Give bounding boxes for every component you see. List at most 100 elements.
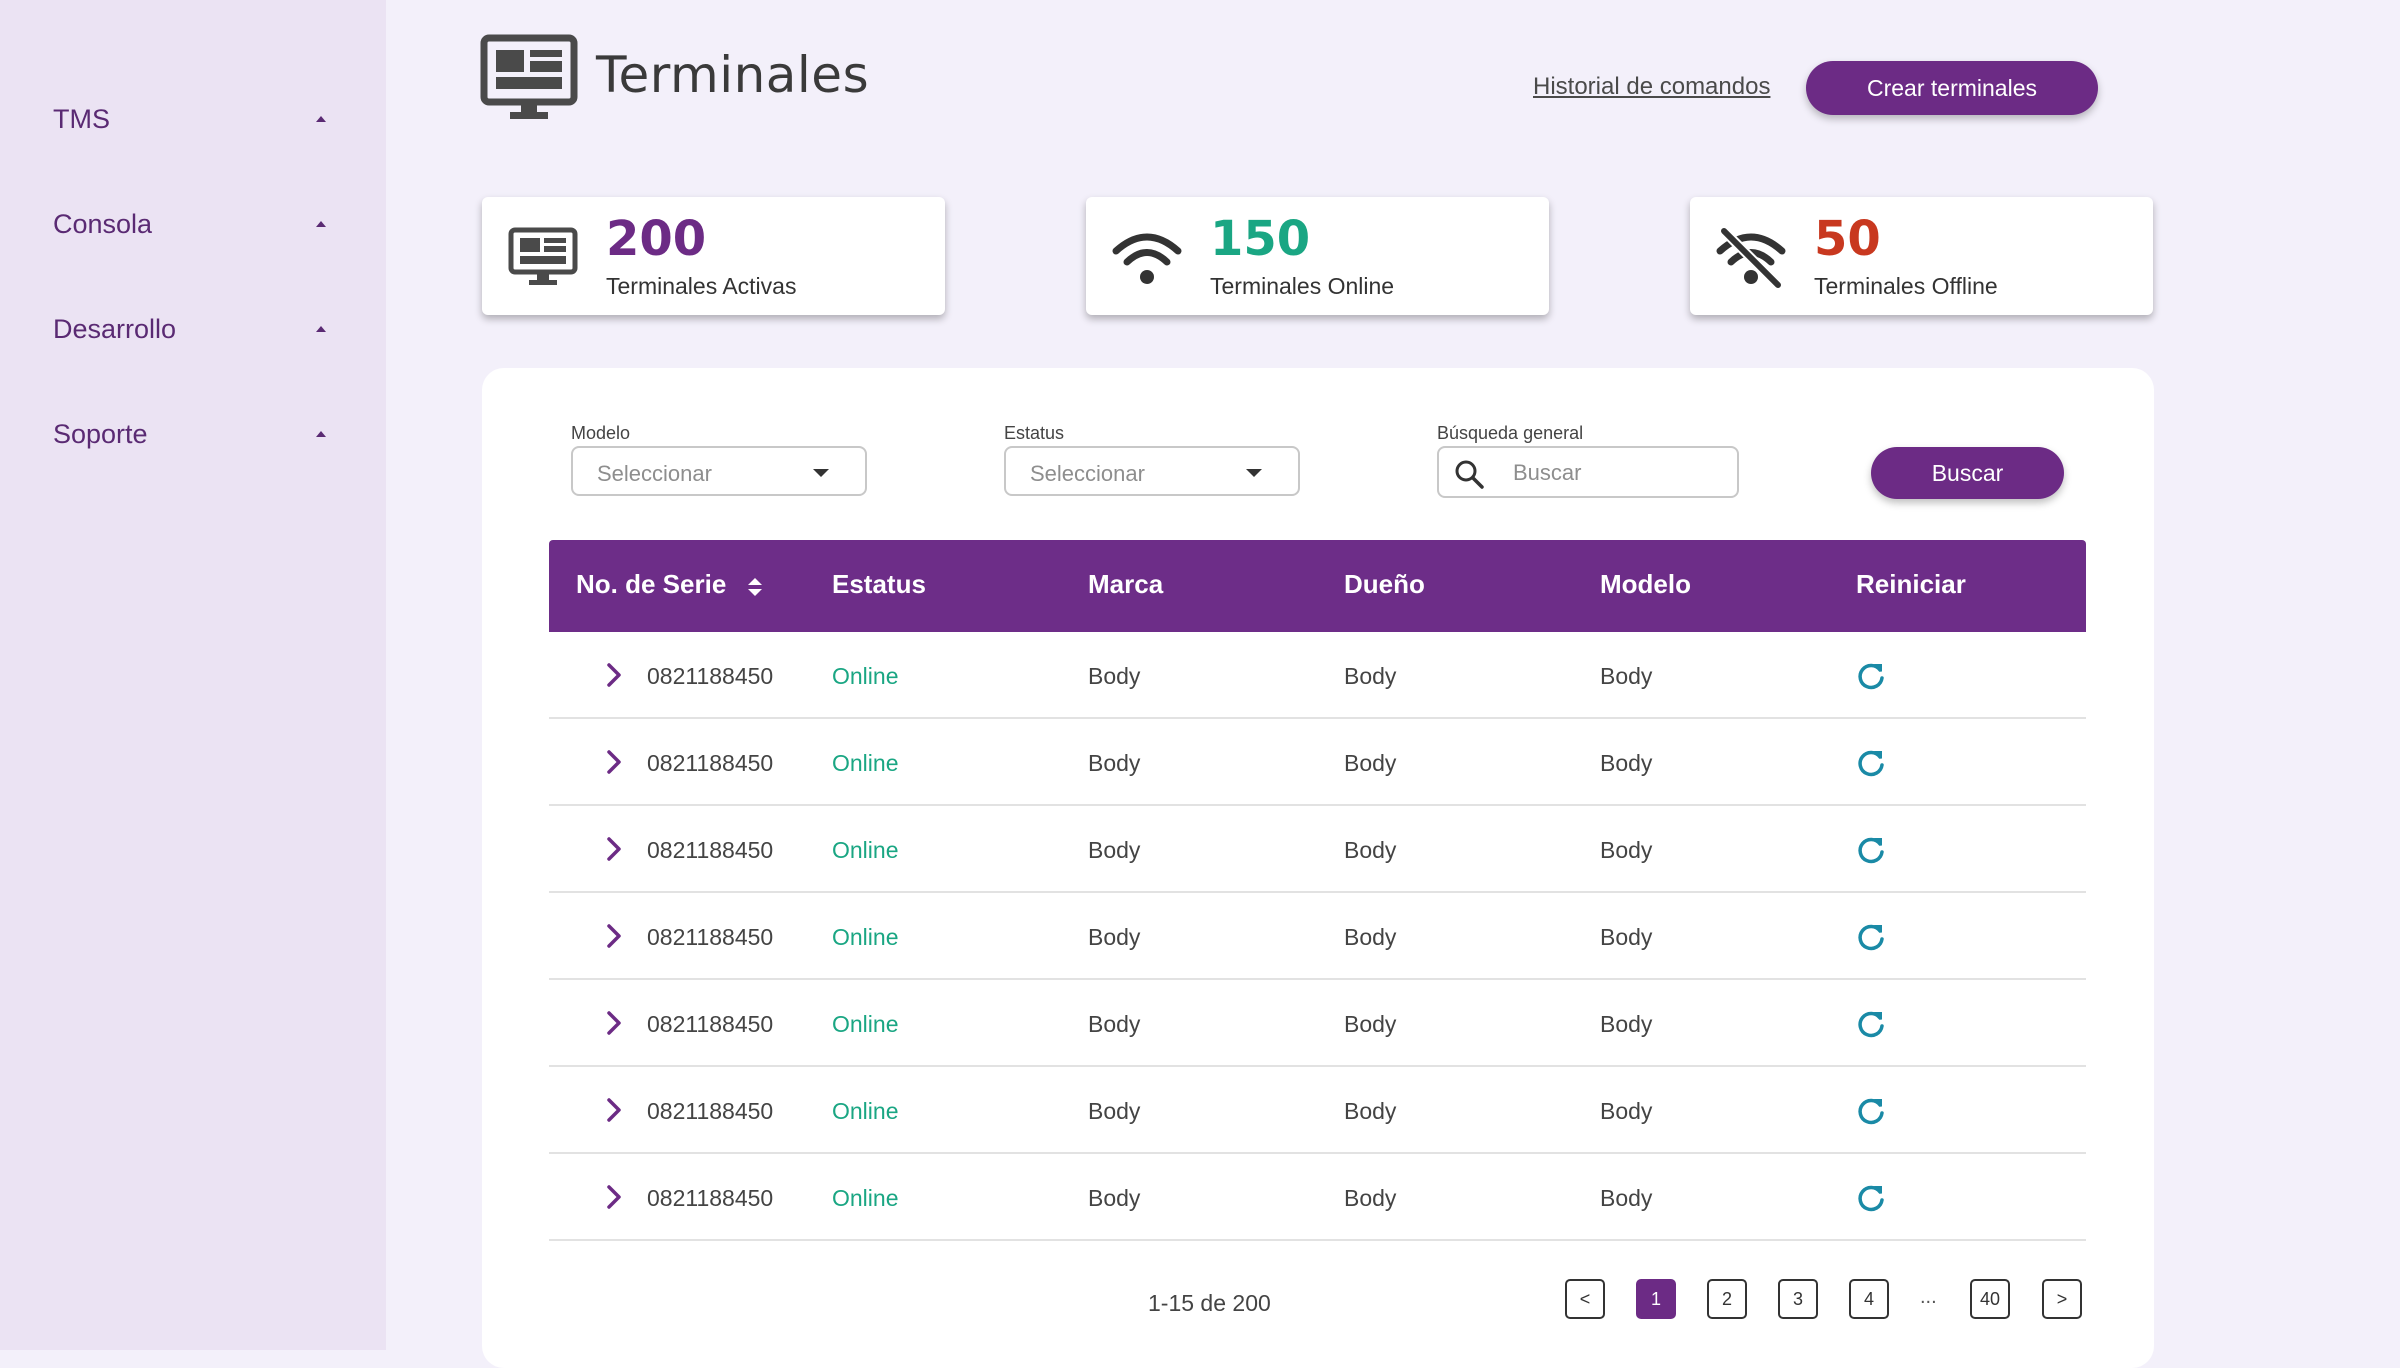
cell-dueno: Body [1344, 1185, 1397, 1211]
cell-dueno: Body [1344, 1011, 1397, 1037]
table-row[interactable]: 0821188450 Online Body Body Body [549, 719, 2086, 806]
refresh-icon[interactable] [1856, 661, 1886, 691]
estatus-select-value: Seleccionar [1030, 461, 1145, 486]
chevron-right-icon[interactable] [605, 662, 623, 688]
caret-up-icon [316, 221, 326, 227]
cell-estatus: Online [832, 924, 899, 950]
modelo-select[interactable]: Seleccionar [571, 446, 867, 496]
sidebar-item-label: Soporte [53, 418, 148, 449]
stat-caption: Terminales Online [1210, 273, 1395, 299]
column-header-serie[interactable]: No. de Serie [576, 569, 727, 599]
cell-estatus: Online [832, 1098, 899, 1124]
chevron-right-icon[interactable] [605, 1010, 623, 1036]
cell-estatus: Online [832, 750, 899, 776]
search-input[interactable] [1511, 456, 1725, 490]
sidebar-item-consola[interactable]: Consola [53, 194, 329, 254]
cell-estatus: Online [832, 1185, 899, 1211]
cell-marca: Body [1088, 837, 1141, 863]
pagination-prev-button[interactable]: < [1565, 1279, 1605, 1319]
sidebar: TMS Consola Desarrollo Soporte [0, 0, 386, 1350]
refresh-icon[interactable] [1856, 835, 1886, 865]
cell-modelo: Body [1600, 1011, 1653, 1037]
cell-modelo: Body [1600, 924, 1653, 950]
chevron-right-icon[interactable] [605, 923, 623, 949]
caret-up-icon [316, 116, 326, 122]
cell-marca: Body [1088, 750, 1141, 776]
sidebar-item-tms[interactable]: TMS [53, 89, 329, 149]
cell-marca: Body [1088, 1011, 1141, 1037]
refresh-icon[interactable] [1856, 1183, 1886, 1213]
sidebar-item-label: Consola [53, 208, 153, 239]
sidebar-item-soporte[interactable]: Soporte [53, 404, 329, 464]
search-button[interactable]: Buscar [1871, 447, 2064, 499]
cell-dueno: Body [1344, 663, 1397, 689]
table-row[interactable]: 0821188450 Online Body Body Body [549, 806, 2086, 893]
cell-marca: Body [1088, 924, 1141, 950]
refresh-icon[interactable] [1856, 748, 1886, 778]
stat-caption: Terminales Offline [1814, 273, 1998, 299]
cell-serie: 0821188450 [647, 663, 774, 689]
refresh-icon[interactable] [1856, 1009, 1886, 1039]
stat-card-online: 150 Terminales Online [1086, 197, 1549, 315]
stat-caption: Terminales Activas [606, 273, 797, 299]
cell-marca: Body [1088, 1098, 1141, 1124]
page-title: Terminales [596, 46, 870, 104]
sidebar-item-label: Desarrollo [53, 313, 177, 344]
pagination-page-last[interactable]: 40 [1970, 1279, 2010, 1319]
cell-estatus: Online [832, 837, 899, 863]
cell-serie: 0821188450 [647, 750, 774, 776]
pagination-page-2[interactable]: 2 [1707, 1279, 1747, 1319]
pagination-page-1[interactable]: 1 [1636, 1279, 1676, 1319]
cell-modelo: Body [1600, 750, 1653, 776]
cell-marca: Body [1088, 663, 1141, 689]
cell-estatus: Online [832, 663, 899, 689]
column-header-estatus: Estatus [832, 569, 926, 599]
chevron-right-icon[interactable] [605, 1184, 623, 1210]
caret-up-icon [316, 431, 326, 437]
wifi-icon [1112, 233, 1182, 284]
pagination-next-button[interactable]: > [2042, 1279, 2082, 1319]
column-header-modelo: Modelo [1600, 569, 1691, 599]
refresh-icon[interactable] [1856, 922, 1886, 952]
cell-modelo: Body [1600, 663, 1653, 689]
estatus-label: Estatus [1004, 423, 1065, 443]
column-header-reiniciar: Reiniciar [1856, 569, 1966, 599]
cell-modelo: Body [1600, 1185, 1653, 1211]
table-row[interactable]: 0821188450 Online Body Body Body [549, 632, 2086, 719]
cell-marca: Body [1088, 1185, 1141, 1211]
table-row[interactable]: 0821188450 Online Body Body Body [549, 1154, 2086, 1241]
general-search-label: Búsqueda general [1437, 423, 1584, 443]
cell-serie: 0821188450 [647, 1098, 774, 1124]
sort-icon[interactable] [745, 576, 765, 598]
stat-card-active: 200 Terminales Activas [482, 197, 945, 315]
dropdown-arrow-icon [813, 469, 829, 477]
pagination-page-4[interactable]: 4 [1849, 1279, 1889, 1319]
cell-dueno: Body [1344, 837, 1397, 863]
create-terminals-button[interactable]: Crear terminales [1806, 61, 2098, 115]
cell-modelo: Body [1600, 837, 1653, 863]
table-row[interactable]: 0821188450 Online Body Body Body [549, 1067, 2086, 1154]
pagination-ellipsis: ... [1920, 1286, 1937, 1308]
pagination-page-3[interactable]: 3 [1778, 1279, 1818, 1319]
cell-estatus: Online [832, 1011, 899, 1037]
table-header: No. de Serie Estatus Marca Dueño Modelo … [549, 540, 2086, 632]
wifi-off-icon [1716, 227, 1786, 289]
cell-dueno: Body [1344, 1098, 1397, 1124]
cell-dueno: Body [1344, 924, 1397, 950]
estatus-select[interactable]: Seleccionar [1004, 446, 1300, 496]
chevron-right-icon[interactable] [605, 749, 623, 775]
stat-card-offline: 50 Terminales Offline [1690, 197, 2153, 315]
sidebar-item-label: TMS [53, 103, 110, 134]
pagination-info: 1-15 de 200 [1148, 1290, 1271, 1316]
refresh-icon[interactable] [1856, 1096, 1886, 1126]
chevron-right-icon[interactable] [605, 1097, 623, 1123]
sidebar-item-desarrollo[interactable]: Desarrollo [53, 299, 329, 359]
monitor-icon [480, 34, 578, 119]
command-history-link[interactable]: Historial de comandos [1533, 73, 1771, 100]
table-row[interactable]: 0821188450 Online Body Body Body [549, 893, 2086, 980]
cell-serie: 0821188450 [647, 1185, 774, 1211]
chevron-right-icon[interactable] [605, 836, 623, 862]
column-header-dueno: Dueño [1344, 569, 1425, 599]
terminals-panel [482, 368, 2154, 1368]
table-row[interactable]: 0821188450 Online Body Body Body [549, 980, 2086, 1067]
